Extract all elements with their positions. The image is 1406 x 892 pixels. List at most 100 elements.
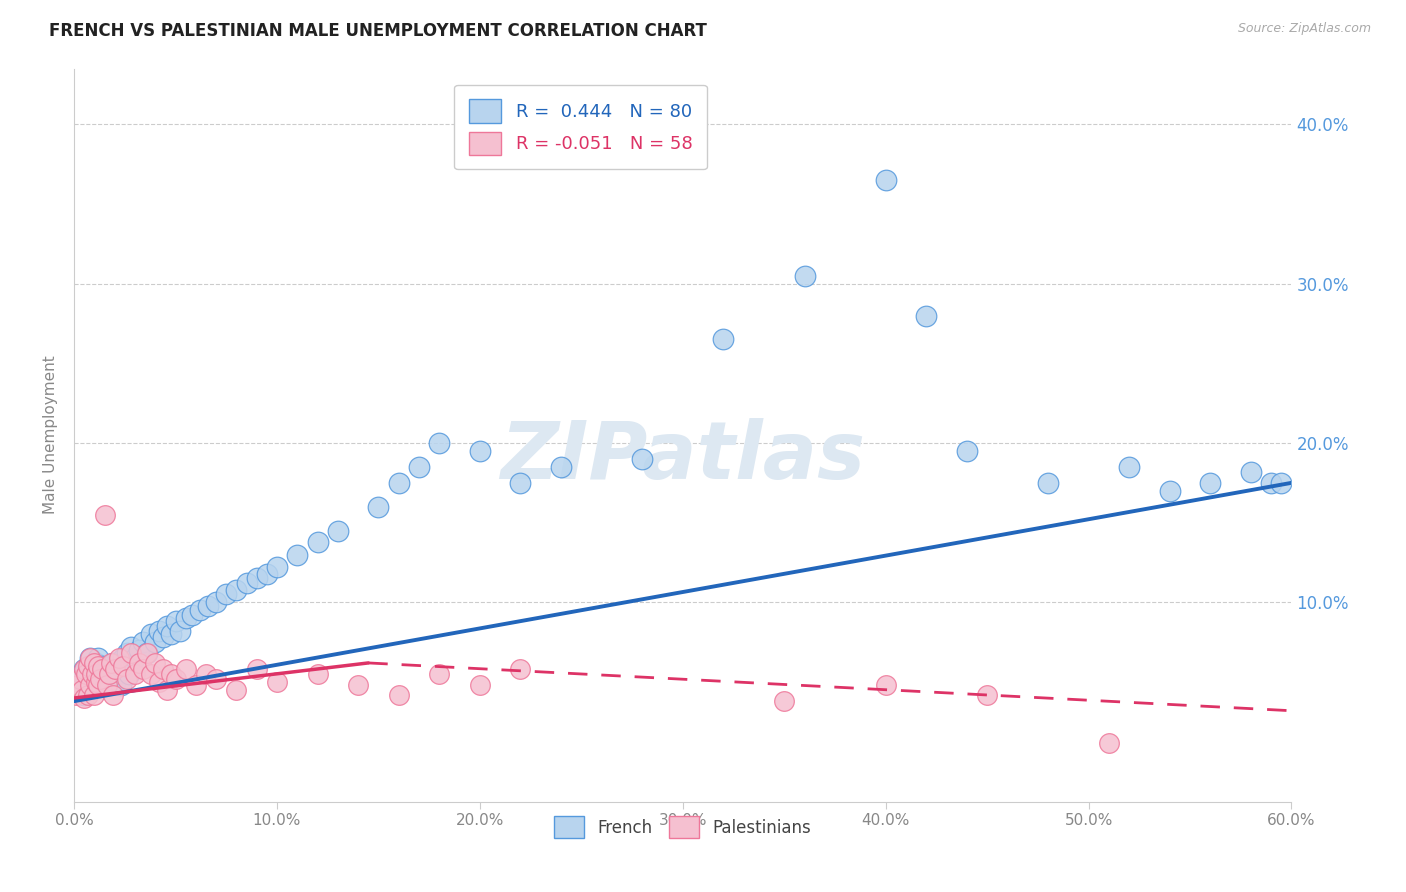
Point xyxy=(97,667,120,681)
Point xyxy=(118,667,141,681)
Point xyxy=(408,459,430,474)
Point xyxy=(156,619,179,633)
Point xyxy=(976,688,998,702)
Point xyxy=(875,678,897,692)
Point xyxy=(509,662,531,676)
Point xyxy=(79,651,101,665)
Point xyxy=(148,624,170,638)
Point xyxy=(388,475,411,490)
Point xyxy=(143,635,166,649)
Point xyxy=(114,656,136,670)
Point xyxy=(141,667,163,681)
Text: ZIPatlas: ZIPatlas xyxy=(501,418,865,496)
Y-axis label: Male Unemployment: Male Unemployment xyxy=(44,356,58,515)
Point xyxy=(956,444,979,458)
Point xyxy=(87,651,110,665)
Point xyxy=(82,667,104,681)
Point xyxy=(77,683,100,698)
Point xyxy=(87,678,110,692)
Point xyxy=(77,659,100,673)
Point xyxy=(1036,475,1059,490)
Point xyxy=(79,651,101,665)
Point xyxy=(69,678,91,692)
Point xyxy=(132,662,155,676)
Point xyxy=(73,688,96,702)
Point xyxy=(128,656,150,670)
Point xyxy=(136,646,159,660)
Point xyxy=(509,475,531,490)
Point xyxy=(86,667,108,681)
Point xyxy=(1240,465,1263,479)
Point xyxy=(110,678,132,692)
Point xyxy=(67,675,90,690)
Point xyxy=(550,459,572,474)
Point xyxy=(205,595,228,609)
Point xyxy=(180,608,202,623)
Point xyxy=(86,675,108,690)
Point xyxy=(188,603,211,617)
Point xyxy=(70,683,93,698)
Legend: French, Palestinians: French, Palestinians xyxy=(547,810,818,845)
Point xyxy=(82,667,104,681)
Point xyxy=(100,662,122,676)
Point xyxy=(105,667,128,681)
Point xyxy=(225,683,247,698)
Point xyxy=(77,659,100,673)
Point xyxy=(793,268,815,283)
Point xyxy=(427,667,450,681)
Point xyxy=(86,667,108,681)
Point xyxy=(194,667,217,681)
Point xyxy=(87,659,110,673)
Point xyxy=(711,333,734,347)
Point xyxy=(87,662,110,676)
Point xyxy=(75,667,97,681)
Point xyxy=(256,566,278,581)
Point xyxy=(115,672,138,686)
Point xyxy=(111,659,134,673)
Point xyxy=(160,627,183,641)
Point xyxy=(184,678,207,692)
Point xyxy=(246,662,269,676)
Point xyxy=(215,587,238,601)
Point xyxy=(89,672,111,686)
Point xyxy=(235,576,257,591)
Point xyxy=(115,646,138,660)
Point xyxy=(104,662,127,676)
Point xyxy=(96,667,118,681)
Point xyxy=(101,656,124,670)
Point xyxy=(101,688,124,702)
Point xyxy=(197,599,219,613)
Point xyxy=(165,615,187,629)
Point xyxy=(111,651,134,665)
Point xyxy=(132,635,155,649)
Point xyxy=(104,675,127,690)
Text: Source: ZipAtlas.com: Source: ZipAtlas.com xyxy=(1237,22,1371,36)
Point xyxy=(70,667,93,681)
Point xyxy=(246,572,269,586)
Point xyxy=(89,672,111,686)
Point xyxy=(86,656,108,670)
Point xyxy=(93,678,115,692)
Point xyxy=(79,678,101,692)
Point xyxy=(67,678,90,692)
Text: FRENCH VS PALESTINIAN MALE UNEMPLOYMENT CORRELATION CHART: FRENCH VS PALESTINIAN MALE UNEMPLOYMENT … xyxy=(49,22,707,40)
Point xyxy=(388,688,411,702)
Point xyxy=(73,662,96,676)
Point xyxy=(83,688,105,702)
Point xyxy=(120,640,142,654)
Point xyxy=(915,309,938,323)
Point xyxy=(120,646,142,660)
Point xyxy=(143,656,166,670)
Point xyxy=(875,173,897,187)
Point xyxy=(124,667,146,681)
Point xyxy=(1270,475,1292,490)
Point xyxy=(100,656,122,670)
Point xyxy=(427,436,450,450)
Point xyxy=(136,646,159,660)
Point xyxy=(773,694,796,708)
Point xyxy=(174,611,197,625)
Point xyxy=(266,675,288,690)
Point xyxy=(148,675,170,690)
Point xyxy=(1118,459,1140,474)
Point xyxy=(96,678,118,692)
